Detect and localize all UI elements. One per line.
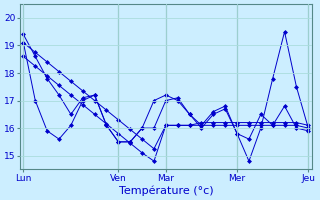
- X-axis label: Température (°c): Température (°c): [118, 185, 213, 196]
